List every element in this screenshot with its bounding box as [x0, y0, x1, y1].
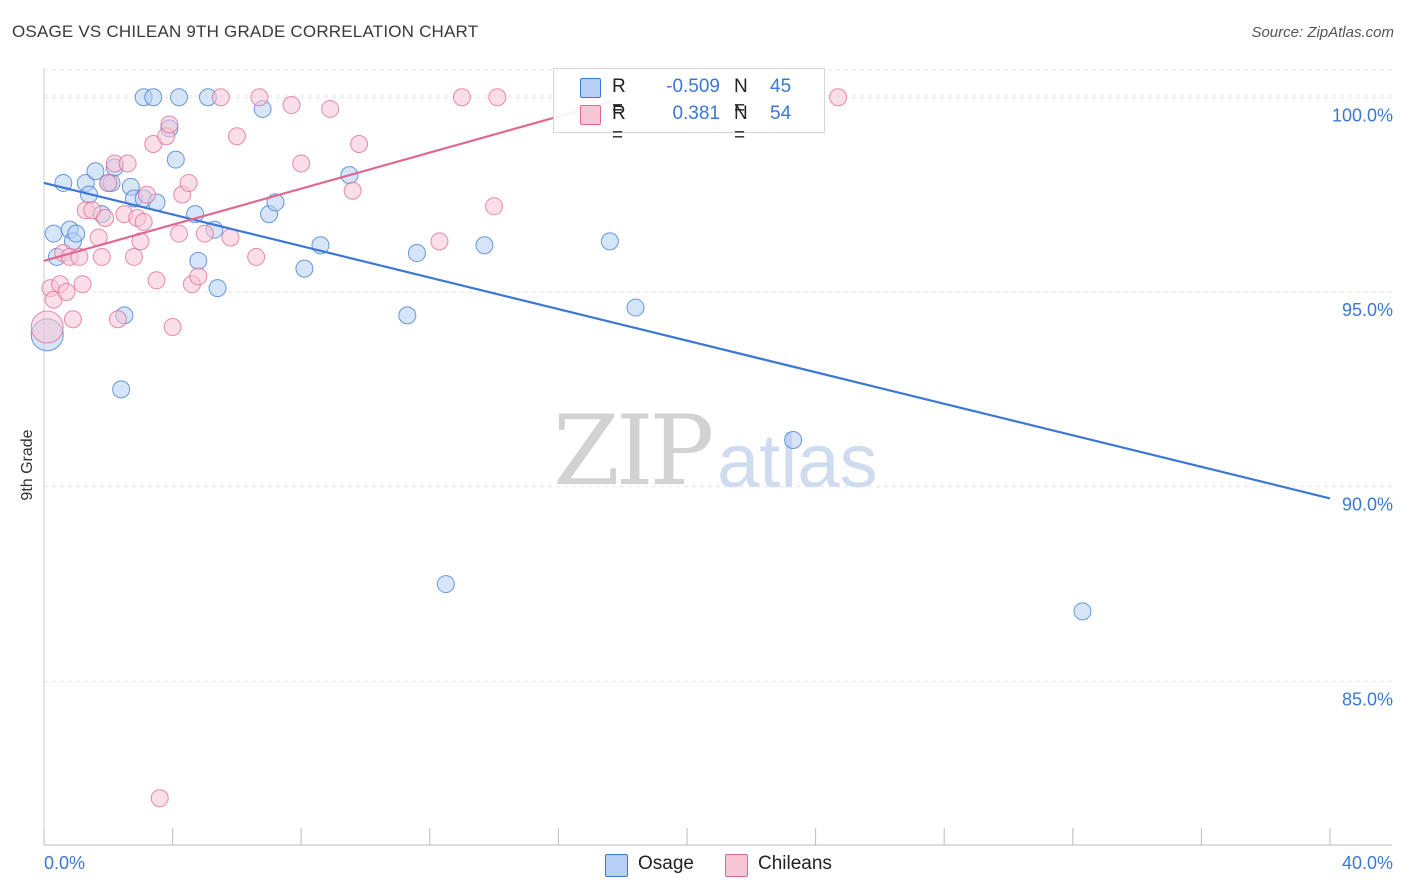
- osage-point-26: [189, 251, 208, 270]
- y-tick-label-90: 90.0%: [1342, 495, 1393, 515]
- osage-legend-label: Osage: [638, 853, 694, 874]
- chileans-point-29: [160, 115, 179, 134]
- chileans-point-13: [92, 247, 111, 266]
- osage-point-24: [170, 88, 189, 107]
- chileans-point-46: [350, 134, 369, 153]
- osage-point-9: [86, 162, 105, 181]
- chileans-point-0: [30, 310, 64, 344]
- osage-point-43: [1073, 602, 1092, 621]
- osage-point-29: [208, 279, 227, 298]
- chileans-point-36: [195, 224, 214, 243]
- osage-point-6: [67, 224, 86, 243]
- chileans-point-26: [147, 271, 166, 290]
- chileans-r-value: 0.381: [672, 103, 720, 124]
- osage-point-40: [600, 232, 619, 251]
- chileans-legend-label: Chileans: [758, 853, 832, 874]
- chileans-point-50: [488, 88, 507, 107]
- osage-point-39: [475, 236, 494, 255]
- source-credit: Source: ZipAtlas.com: [1251, 24, 1394, 41]
- chileans-point-41: [250, 88, 269, 107]
- chileans-point-40: [247, 247, 266, 266]
- osage-r-value: -0.509: [666, 76, 720, 97]
- osage-n-value: 45: [770, 76, 792, 97]
- chileans-point-51: [829, 88, 848, 107]
- stats-legend: R = -0.509 N = 45 R = 0.381 N = 54: [553, 68, 825, 146]
- x-tick-label-min: 0.0%: [44, 853, 85, 873]
- series-legend: Osage Chileans: [0, 852, 1406, 878]
- osage-n-label: N =: [734, 76, 748, 119]
- chileans-trend-line: [43, 100, 614, 262]
- chileans-point-27: [150, 789, 169, 808]
- chileans-point-35: [189, 267, 208, 286]
- osage-trend-line: [43, 181, 1331, 500]
- chileans-point-19: [118, 154, 137, 173]
- osage-point-20: [144, 88, 163, 107]
- osage-legend-swatch: [605, 854, 628, 877]
- chileans-point-42: [282, 96, 301, 115]
- osage-swatch: [580, 78, 601, 98]
- chileans-point-9: [73, 275, 92, 294]
- chileans-point-17: [108, 310, 127, 329]
- chileans-point-30: [163, 318, 182, 337]
- chileans-point-31: [170, 224, 189, 243]
- chileans-point-7: [63, 310, 82, 329]
- chart-title: OSAGE VS CHILEAN 9TH GRADE CORRELATION C…: [12, 22, 479, 41]
- chileans-point-15: [99, 173, 118, 192]
- osage-r-label: R =: [612, 76, 626, 119]
- x-tick-label-max: 40.0%: [1342, 853, 1393, 873]
- osage-point-23: [166, 150, 185, 169]
- chileans-point-39: [227, 127, 246, 146]
- osage-point-42: [784, 430, 803, 449]
- osage-point-14: [112, 380, 131, 399]
- y-tick-label-100: 100.0%: [1332, 105, 1393, 125]
- chileans-n-label: N =: [734, 103, 748, 146]
- chileans-point-44: [321, 99, 340, 118]
- chileans-point-47: [430, 232, 449, 251]
- chileans-legend-swatch: [725, 854, 748, 877]
- chileans-point-48: [452, 88, 471, 107]
- osage-point-37: [407, 244, 426, 263]
- osage-point-1: [44, 224, 63, 243]
- chileans-point-33: [179, 173, 198, 192]
- chileans-swatch: [580, 105, 601, 125]
- chileans-point-23: [134, 212, 153, 231]
- osage-point-33: [295, 259, 314, 278]
- chileans-point-49: [485, 197, 504, 216]
- osage-point-36: [398, 306, 417, 325]
- chileans-point-24: [137, 185, 156, 204]
- chileans-point-43: [292, 154, 311, 173]
- chileans-point-14: [96, 208, 115, 227]
- osage-point-38: [436, 575, 455, 594]
- y-tick-label-95: 95.0%: [1342, 300, 1393, 320]
- osage-point-41: [626, 298, 645, 317]
- chileans-point-37: [211, 88, 230, 107]
- y-tick-label-85: 85.0%: [1342, 689, 1393, 709]
- chileans-point-45: [343, 181, 362, 200]
- chileans-point-5: [57, 282, 76, 301]
- chileans-r-label: R =: [612, 103, 626, 146]
- watermark-zip: ZIP: [553, 395, 714, 507]
- chileans-point-38: [221, 228, 240, 247]
- chileans-point-20: [125, 247, 144, 266]
- chileans-n-value: 54: [770, 103, 792, 124]
